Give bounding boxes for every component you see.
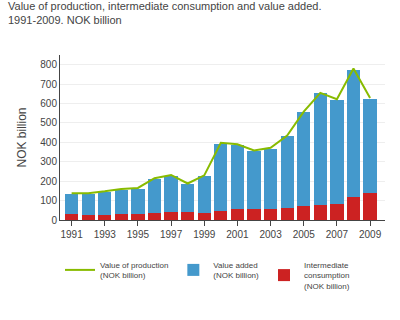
- svg-text:1997: 1997: [160, 229, 183, 240]
- svg-text:2001: 2001: [226, 229, 249, 240]
- svg-text:400: 400: [40, 137, 57, 148]
- svg-text:200: 200: [40, 176, 57, 187]
- svg-text:800: 800: [40, 59, 57, 70]
- svg-text:0: 0: [51, 215, 57, 226]
- svg-text:600: 600: [40, 98, 57, 109]
- svg-text:2005: 2005: [293, 229, 316, 240]
- svg-text:700: 700: [40, 79, 57, 90]
- svg-text:1999: 1999: [193, 229, 216, 240]
- svg-text:2007: 2007: [326, 229, 349, 240]
- svg-text:1993: 1993: [94, 229, 117, 240]
- svg-text:300: 300: [40, 156, 57, 167]
- svg-text:Value added(NOK billion): Value added(NOK billion): [213, 261, 259, 280]
- svg-text:Intermediateconsumption(NOK bi: Intermediateconsumption(NOK billion): [304, 261, 350, 291]
- svg-text:1991: 1991: [60, 229, 83, 240]
- svg-text:500: 500: [40, 117, 57, 128]
- svg-text:Value of production(NOK billio: Value of production(NOK billion): [100, 261, 168, 280]
- svg-text:NOK billion: NOK billion: [15, 107, 29, 167]
- svg-text:2003: 2003: [259, 229, 282, 240]
- svg-text:100: 100: [40, 195, 57, 206]
- svg-text:2009: 2009: [359, 229, 382, 240]
- svg-text:Value of production, intermedi: Value of production, intermediate consum…: [8, 0, 322, 26]
- svg-text:1995: 1995: [127, 229, 150, 240]
